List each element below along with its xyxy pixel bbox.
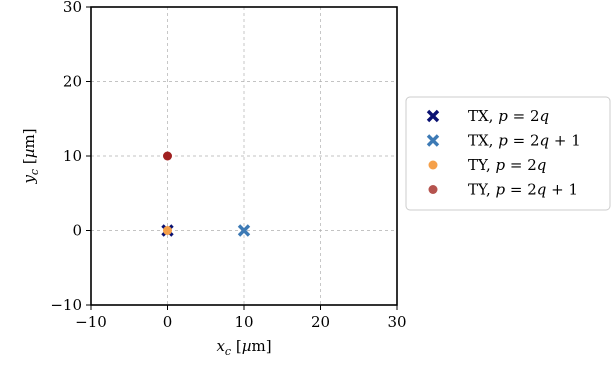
x-tick-label: 30 [387,313,406,331]
legend-label: TX, p = 2q [468,107,549,125]
legend-label: TY, p = 2q + 1 [468,181,578,199]
legend-marker [428,160,438,170]
legend-item: TX, p = 2q [426,107,549,125]
data-points [161,151,251,237]
x-tick-label: 0 [163,313,173,331]
legend: TX, p = 2q TX, p = 2q + 1 TY, p = 2q TY, p … [405,96,611,211]
y-tick-label: 0 [72,222,82,240]
y-tick-label: 20 [63,73,82,91]
y-tick-label: 30 [63,0,82,16]
legend-marker [428,185,438,194]
y-tick-label: −10 [50,296,82,314]
x-tick-label: −10 [75,313,107,331]
axis-ticks: −10 0 10 20 30 −10 0 10 20 30 [50,0,406,331]
data-point [237,224,251,237]
y-tick-label: 10 [63,147,82,165]
data-point [163,151,172,161]
x-tick-label: 10 [234,313,253,331]
data-point [163,226,172,235]
legend-item: TY, p = 2q [428,156,546,174]
y-axis-label: yc [µm] [20,128,41,184]
legend-item: TX, p = 2q + 1 [426,132,581,150]
grid [90,6,398,306]
legend-item: TY, p = 2q + 1 [428,181,578,199]
x-tick-label: 20 [311,313,330,331]
legend-box [405,96,611,211]
legend-marker [426,134,440,147]
legend-label: TX, p = 2q + 1 [468,132,581,150]
legend-marker [426,109,440,123]
x-axis-label: xc [µm] [216,337,271,358]
legend-label: TY, p = 2q [468,156,546,174]
